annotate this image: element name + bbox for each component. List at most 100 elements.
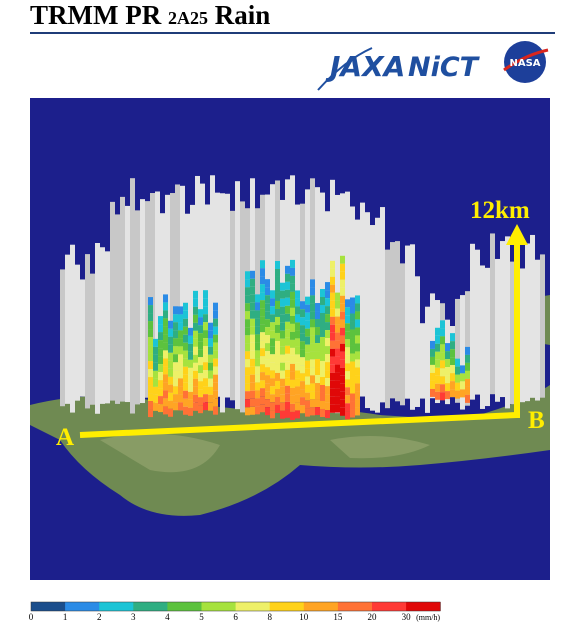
rain-cell: [315, 319, 320, 328]
rain-cell: [260, 316, 265, 325]
rain-cell: [270, 290, 275, 299]
rain-cell: [208, 322, 213, 331]
rain-cell: [345, 331, 350, 340]
color-swatch: [133, 602, 168, 611]
rain-cell: [340, 279, 345, 288]
rain-cell: [320, 352, 325, 361]
rain-cell: [213, 310, 218, 319]
rain-cell: [315, 375, 320, 384]
rain-cell: [335, 388, 340, 397]
rain-cell: [148, 393, 153, 402]
rain-cell: [148, 401, 153, 410]
rain-cell: [153, 378, 158, 387]
rain-cell: [265, 391, 270, 400]
rain-cell: [320, 400, 325, 409]
rain-cell: [270, 306, 275, 315]
rain-cell: [430, 380, 435, 389]
rain-cell: [203, 386, 208, 395]
rain-cell: [245, 327, 250, 336]
rain-cell: [245, 287, 250, 296]
color-swatch: [31, 602, 66, 611]
rain-cell: [275, 388, 280, 397]
rain-cell: [203, 370, 208, 379]
rain-cell: [345, 379, 350, 388]
rain-cell: [340, 263, 345, 272]
rain-cell: [330, 260, 335, 269]
rain-cell: [260, 404, 265, 413]
rain-cell: [335, 372, 340, 381]
color-swatch: [372, 602, 407, 611]
rain-cell: [320, 288, 325, 297]
rain-cell: [285, 321, 290, 330]
cloud-column: [190, 204, 195, 408]
rain-cell: [450, 381, 455, 390]
rain-cell: [213, 350, 218, 359]
rain-cell: [260, 308, 265, 317]
rain-cell: [310, 383, 315, 392]
rain-cell: [265, 319, 270, 328]
arrow-head: [506, 224, 528, 245]
rain-cell: [305, 312, 310, 321]
rain-cell: [270, 298, 275, 307]
rain-cell: [330, 380, 335, 389]
rain-cell: [315, 335, 320, 344]
rain-cell: [450, 373, 455, 382]
rain-cell: [250, 326, 255, 335]
rain-cell: [340, 367, 345, 376]
rain-cell: [188, 351, 193, 360]
rain-cell: [320, 296, 325, 305]
rain-cell: [168, 392, 173, 401]
color-swatch: [167, 602, 202, 611]
colorbar-tick-label: 30: [402, 612, 412, 622]
cloud-column: [490, 233, 495, 395]
rain-cell: [280, 322, 285, 331]
rain-cell: [335, 332, 340, 341]
rain-cell: [168, 320, 173, 329]
rain-cell: [305, 336, 310, 345]
rain-cell: [245, 343, 250, 352]
rain-cell: [188, 359, 193, 368]
cloud-column: [85, 254, 90, 409]
rain-cell: [173, 386, 178, 395]
rain-cell: [173, 346, 178, 355]
rain-cell: [158, 332, 163, 341]
rain-cell: [178, 314, 183, 323]
rain-cell: [213, 382, 218, 391]
jaxa-logo: JAXA: [325, 50, 405, 83]
rain-cell: [330, 292, 335, 301]
rain-cell: [208, 338, 213, 347]
cloud-column: [180, 185, 185, 411]
cloud-column: [360, 202, 365, 397]
rain-cell: [430, 364, 435, 373]
rain-cell: [245, 359, 250, 368]
rain-cell: [340, 271, 345, 280]
rain-cell: [335, 300, 340, 309]
rain-cell: [265, 375, 270, 384]
rain-cell: [265, 287, 270, 296]
rain-cell: [198, 341, 203, 350]
rain-cell: [280, 370, 285, 379]
rain-cell: [158, 348, 163, 357]
rain-cell: [315, 407, 320, 416]
rain-cell: [183, 342, 188, 351]
cloud-column: [530, 234, 535, 398]
rain-cell: [250, 294, 255, 303]
rain-cell: [285, 369, 290, 378]
color-swatch: [99, 602, 134, 611]
rain-cell: [340, 383, 345, 392]
rain-cell: [320, 360, 325, 369]
rain-cell: [445, 359, 450, 368]
rain-cell: [270, 410, 275, 419]
rain-cell: [153, 402, 158, 411]
cloud-column: [150, 193, 155, 397]
rain-cell: [295, 306, 300, 315]
rain-cell: [163, 374, 168, 383]
cloud-column: [505, 236, 510, 409]
color-swatch: [337, 602, 373, 611]
rain-cell: [245, 279, 250, 288]
rain-cell: [445, 375, 450, 384]
color-swatch: [65, 602, 100, 611]
rain-cell: [350, 297, 355, 306]
rain-cell: [250, 302, 255, 311]
